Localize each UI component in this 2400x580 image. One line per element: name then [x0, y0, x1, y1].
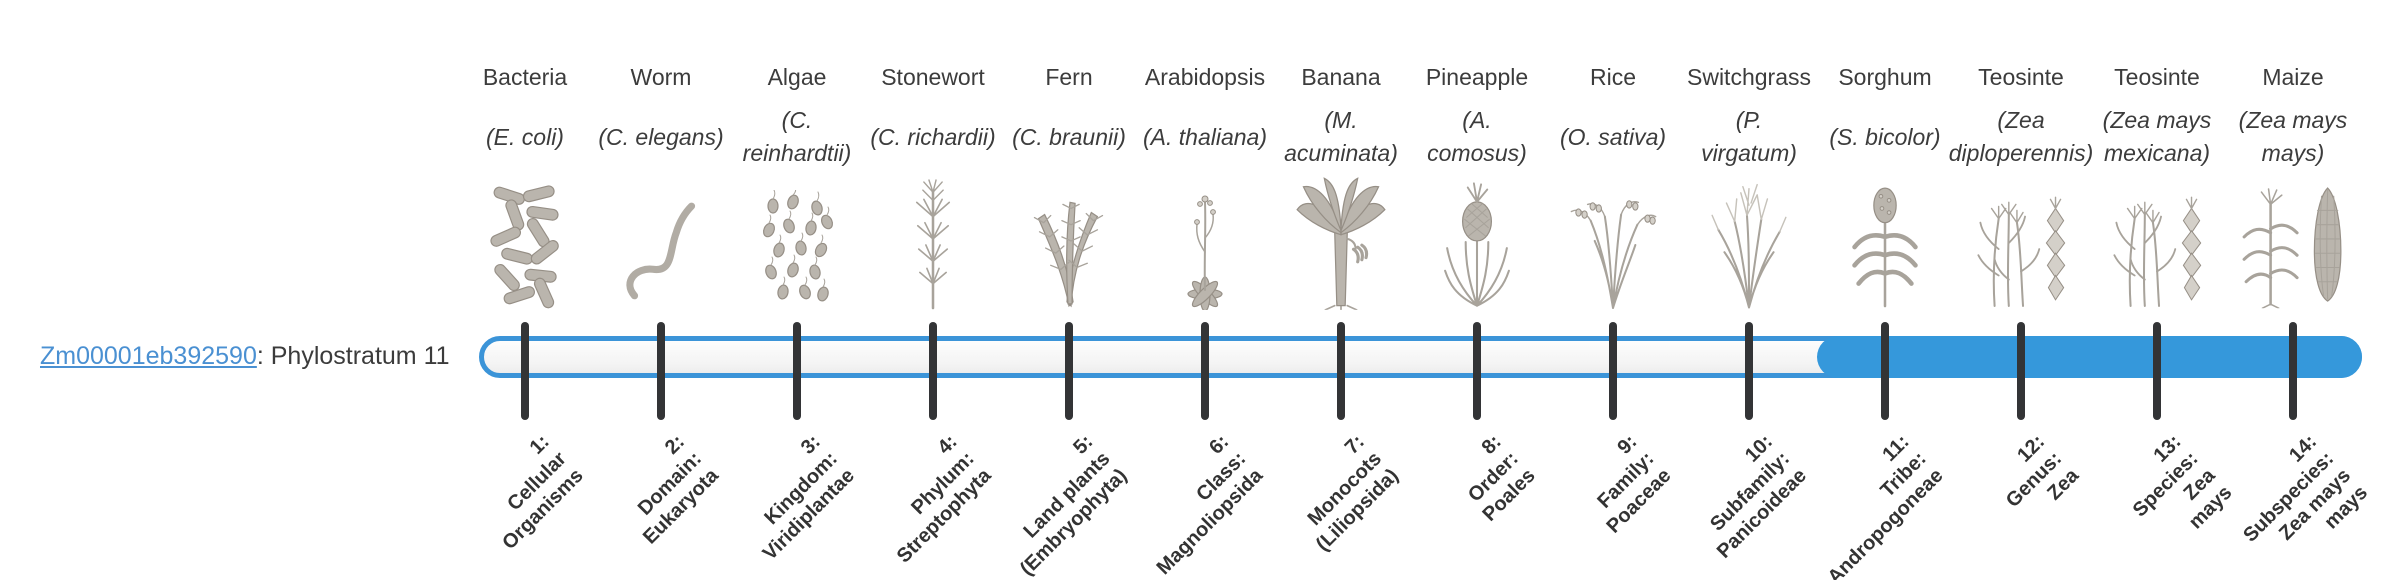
- organism-scientific-name: (A. thaliana): [1142, 123, 1267, 150]
- organism-scientific-name: (O. sativa): [1559, 123, 1667, 150]
- stratum-label: 2: Domain: Eukaryota: [634, 430, 724, 549]
- timeline-tick: [1201, 322, 1209, 420]
- organism-scientific-name: (Zea mays mays): [2238, 107, 2348, 166]
- stratum-label: 10: Subfamily: Panicoideae: [1706, 430, 1812, 563]
- gene-caption: Zm00001eb392590: Phylostratum 11: [40, 341, 450, 371]
- stratum-label: 12: Genus: Zea: [2001, 430, 2084, 512]
- stratum-label: 11: Tribe: Andropogoneae: [1823, 430, 1948, 580]
- organism-scientific-name: (C. braunii): [1012, 123, 1126, 150]
- stratum-label: 3: Kingdom: Viridiplantae: [759, 430, 860, 565]
- organism-common-name: Rice: [1589, 64, 1636, 90]
- organism-scientific-name: (C. richardii): [870, 123, 996, 150]
- organism-common-name: Teosinte: [2114, 64, 2200, 90]
- sorghum-icon: [1813, 166, 1957, 310]
- stratum-label: 6: Class: Magnoliopsida: [1152, 430, 1268, 580]
- stratum-label: 1: Cellular Organisms: [497, 430, 588, 555]
- organism-scientific-name: (P. virgatum): [1701, 107, 1797, 166]
- arabidopsis-icon: [1133, 166, 1277, 310]
- organism-common-name: Algae: [767, 64, 827, 90]
- timeline-tick: [1473, 322, 1481, 420]
- banana-icon: [1269, 166, 1413, 310]
- organism-scientific-name: (C. reinhardtii): [742, 107, 852, 166]
- timeline-tick: [2289, 322, 2297, 420]
- teosinte-icon: [1949, 166, 2093, 310]
- timeline-tick: [2017, 322, 2025, 420]
- organism-common-name: Stonewort: [881, 64, 985, 90]
- timeline-tick: [1881, 322, 1889, 420]
- algae-icon: [725, 166, 869, 310]
- stonewort-icon: [861, 166, 1005, 310]
- organism-scientific-name: (Zea mays mexicana): [2102, 107, 2212, 166]
- switchgrass-icon: [1677, 166, 1821, 310]
- stratum-label: 5: Land plants (Embryophyta): [1015, 430, 1132, 580]
- timeline-tick: [521, 322, 529, 420]
- rice-icon: [1541, 166, 1685, 310]
- organism-scientific-name: (A. comosus): [1427, 107, 1527, 166]
- stratum-label: 13: Species: Zea mays: [2128, 430, 2237, 534]
- timeline-tick: [1337, 322, 1345, 420]
- organism-common-name: Arabidopsis: [1144, 64, 1266, 90]
- pineapple-icon: [1405, 166, 1549, 310]
- timeline-tick: [929, 322, 937, 420]
- timeline-bar-fill: [1817, 336, 2362, 378]
- stratum-label: 4: Phylum: Streptophyta: [892, 430, 996, 568]
- organism-common-name: Teosinte: [1978, 64, 2064, 90]
- timeline-tick: [1609, 322, 1617, 420]
- organism-common-name: Worm: [630, 64, 692, 90]
- organism-common-name: Maize: [2262, 64, 2324, 90]
- organism-common-name: Switchgrass: [1687, 64, 1811, 90]
- maize-icon: [2221, 166, 2365, 310]
- stratum-label: 8: Order: Poales: [1463, 430, 1540, 526]
- organism-common-name: Sorghum: [1838, 64, 1932, 90]
- organism-scientific-name: (Zea diploperennis): [1948, 107, 2094, 166]
- organism-scientific-name: (M. acuminata): [1284, 107, 1398, 166]
- organism-common-name: Fern: [1045, 64, 1093, 90]
- phylostratum-text: : Phylostratum 11: [256, 342, 450, 370]
- bacteria-icon: [453, 166, 597, 310]
- timeline-tick: [1065, 322, 1073, 420]
- stratum-label: 9: Family: Poaceae: [1593, 430, 1676, 538]
- stratum-label: 7: Monocots (Liliopsida): [1303, 430, 1404, 556]
- timeline-tick: [1745, 322, 1753, 420]
- gene-id-link[interactable]: Zm00001eb392590: [40, 342, 257, 370]
- organism-common-name: Pineapple: [1425, 64, 1529, 90]
- organism-common-name: Banana: [1301, 64, 1381, 90]
- fern-icon: [997, 166, 1141, 310]
- organism-scientific-name: (S. bicolor): [1829, 123, 1941, 150]
- teosinte-icon: [2085, 166, 2229, 310]
- organism-common-name: Bacteria: [482, 64, 568, 90]
- organism-scientific-name: (C. elegans): [598, 123, 724, 150]
- timeline-tick: [657, 322, 665, 420]
- timeline-tick: [2153, 322, 2161, 420]
- timeline-tick: [793, 322, 801, 420]
- organism-scientific-name: (E. coli): [486, 123, 564, 150]
- worm-icon: [589, 166, 733, 310]
- stratum-label: 14: Subspecies: Zea mays mays: [2239, 430, 2373, 547]
